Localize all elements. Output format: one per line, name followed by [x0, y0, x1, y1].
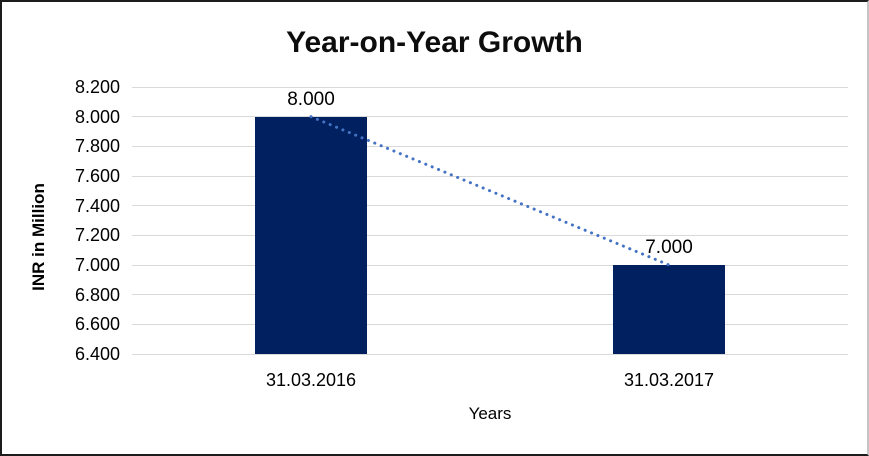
gridline	[132, 264, 848, 266]
gridline	[132, 145, 848, 147]
data-label: 7.000	[645, 237, 693, 258]
y-axis-tick-label: 6.800	[74, 284, 120, 305]
gridline	[132, 234, 848, 236]
gridline	[132, 294, 848, 296]
gridline	[132, 323, 848, 325]
bar	[613, 265, 725, 354]
y-axis-tick-label: 7.000	[74, 255, 120, 275]
gridline	[132, 205, 848, 207]
y-axis-tick-label: 7.400	[74, 195, 120, 216]
gridline	[132, 175, 848, 177]
x-axis-category-label: 31.03.2017	[623, 370, 715, 390]
y-axis-tick-label: 8.000	[74, 106, 120, 127]
y-axis-tick-label: 7.200	[74, 225, 120, 246]
y-axis-tick-label: 6.600	[74, 314, 120, 335]
gridline	[132, 86, 848, 88]
gridline	[132, 353, 848, 355]
bar	[255, 116, 367, 354]
y-axis-tick-label: 7.600	[74, 166, 120, 186]
x-axis-category-label: 31.03.2016	[265, 370, 357, 390]
chart-title: Year-on-Year Growth	[286, 26, 583, 59]
y-axis-tick-label: 8.200	[74, 77, 120, 97]
data-label: 8.000	[287, 88, 335, 110]
gridline	[132, 116, 848, 118]
y-axis-tick-label: 7.800	[74, 136, 120, 157]
y-axis-tick-label: 6.400	[74, 344, 120, 364]
x-axis-title: Years	[468, 404, 512, 423]
